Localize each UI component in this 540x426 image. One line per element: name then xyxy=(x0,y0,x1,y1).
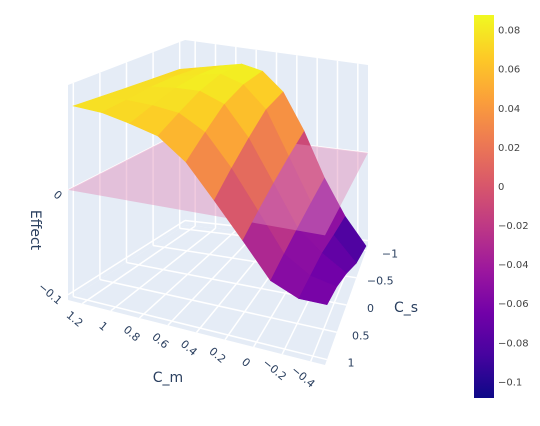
grid-line xyxy=(73,295,328,361)
x-tick-label: −0.2 xyxy=(260,356,289,383)
x-tick-label: 0.8 xyxy=(121,323,143,344)
y-tick-label: 1 xyxy=(347,357,354,370)
y-tick-label: −0.5 xyxy=(367,275,394,288)
surface xyxy=(68,63,368,306)
colorbar-tick-label: 0.02 xyxy=(498,143,520,154)
colorbar-tick-label: −0.02 xyxy=(498,221,529,232)
x-tick-label: 1.2 xyxy=(64,309,86,330)
colorbar-tick-label: 0.04 xyxy=(498,104,520,115)
x-tick-label: 0.2 xyxy=(206,345,228,366)
colorbar-tick-label: −0.1 xyxy=(498,377,522,388)
z-tick-label: −0.1 xyxy=(36,280,65,307)
colorbar-tick-label: 0.06 xyxy=(498,65,520,76)
surface-cell xyxy=(213,167,259,241)
y-tick-label: −1 xyxy=(382,247,398,260)
x-tick-label: 0.6 xyxy=(149,330,171,351)
x-axis-title: C_m xyxy=(153,370,183,386)
surface-cell xyxy=(298,275,338,306)
colorbar xyxy=(474,15,494,398)
z-axis-title: Effect xyxy=(27,210,43,251)
y-tick-label: 0 xyxy=(367,302,374,315)
x-tick-label: 0.4 xyxy=(178,338,200,359)
colorbar-tick-label: 0.08 xyxy=(498,26,520,37)
y-axis-title: C_s xyxy=(394,300,418,316)
grid-line xyxy=(99,278,337,334)
colorbar-tick-label: −0.04 xyxy=(498,260,529,271)
colorbar-tick-label: −0.06 xyxy=(498,299,529,310)
grid-line xyxy=(67,219,186,296)
x-tick-label: 0 xyxy=(239,355,253,369)
colorbar-tick-label: 0 xyxy=(498,182,504,193)
z-tick-label: 0 xyxy=(51,188,65,202)
x-tick-label: 1 xyxy=(96,319,110,333)
y-tick-label: 0.5 xyxy=(352,329,370,342)
colorbar-tick-label: −0.08 xyxy=(498,338,529,349)
x-tick-label: −0.4 xyxy=(289,363,318,390)
